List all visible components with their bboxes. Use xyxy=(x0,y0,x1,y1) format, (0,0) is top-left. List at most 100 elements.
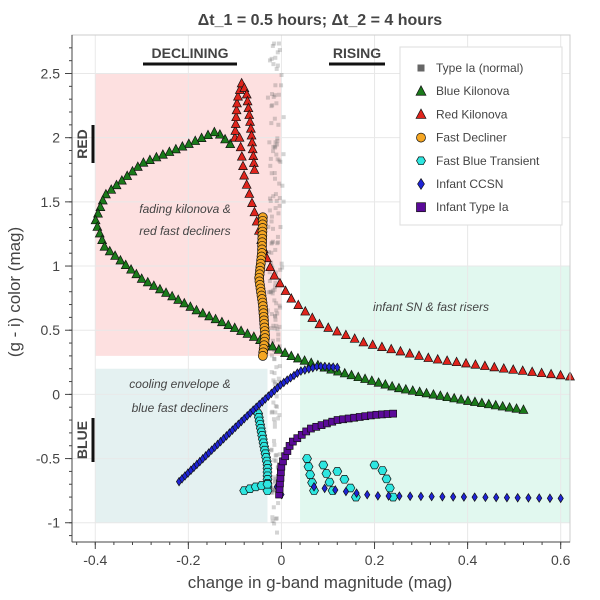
blue-kilonova-point xyxy=(360,373,371,383)
type-ia-point xyxy=(273,206,278,211)
blue-kilonova-point xyxy=(414,386,425,396)
red-kilonova-point xyxy=(232,90,243,101)
blue-kilonova-point xyxy=(346,369,357,380)
blue-kilonova-point xyxy=(104,245,115,256)
type-ia-point xyxy=(267,58,272,63)
type-ia-point xyxy=(272,171,277,176)
type-ia-point xyxy=(273,55,278,60)
red-kilonova-point xyxy=(414,350,425,360)
blue-kilonova-point xyxy=(387,380,398,391)
type-ia-point xyxy=(273,313,278,318)
type-ia-point xyxy=(274,152,279,157)
red-kilonova-point xyxy=(249,164,260,174)
type-ia-point xyxy=(270,490,275,495)
type-ia-point xyxy=(274,516,279,521)
blue-kilonova-point xyxy=(116,174,127,185)
blue-kilonova-point xyxy=(179,297,190,308)
type-ia-point xyxy=(277,203,282,208)
region-label-fading-kilonova-line1: fading kilonova & xyxy=(139,202,230,216)
blue-kilonova-point xyxy=(170,143,181,154)
type-ia-point xyxy=(277,181,282,186)
type-ia-point xyxy=(269,214,274,219)
type-ia-point xyxy=(272,458,277,463)
red-kilonova-point xyxy=(461,357,471,368)
blue-kilonova-point xyxy=(157,149,168,159)
x-axis-title: change in g-band magnitude (mag) xyxy=(188,573,453,592)
type-ia-point xyxy=(270,240,275,245)
blue-kilonova-point xyxy=(164,146,175,156)
type-ia-point xyxy=(273,317,278,322)
data-points xyxy=(90,41,575,535)
blue-kilonova-point xyxy=(273,344,284,354)
type-ia-point xyxy=(276,416,281,421)
infant-ccsn-point xyxy=(310,481,318,492)
type-ia-point xyxy=(270,515,275,520)
chart-title: Δt_1 = 0.5 hours; Δt_2 = 4 hours xyxy=(198,12,443,29)
red-kilonova-point xyxy=(376,341,387,351)
blue-kilonova-point xyxy=(373,377,384,387)
blue-kilonova-point xyxy=(248,331,259,341)
legend-marker-infant-ccsn xyxy=(417,177,425,191)
type-ia-point xyxy=(272,475,277,480)
blue-kilonova-point xyxy=(511,403,522,413)
type-ia-point xyxy=(278,305,283,310)
type-ia-point xyxy=(277,48,282,53)
x-tick-label: -0.2 xyxy=(176,552,200,568)
type-ia-point xyxy=(269,56,274,61)
blue-kilonova-point xyxy=(136,273,147,283)
legend: Type Ia (normal) Blue Kilonova Red Kilonov… xyxy=(399,46,563,226)
red-kilonova-point xyxy=(230,118,241,128)
blue-kilonova-point xyxy=(435,390,446,400)
rising-header: RISING xyxy=(333,45,381,61)
y-tick-label: -1 xyxy=(48,515,61,531)
fast-blue-transient-point xyxy=(262,479,273,489)
type-ia-point xyxy=(272,371,277,376)
type-ia-point xyxy=(272,521,277,526)
red-kilonova-point xyxy=(314,318,325,329)
type-ia-point xyxy=(269,250,274,255)
infant-ccsn-point xyxy=(417,491,424,502)
fast-blue-transient-point xyxy=(377,466,388,475)
type-ia-point xyxy=(276,41,281,46)
type-ia-point xyxy=(273,477,278,482)
blue-kilonova-point xyxy=(366,375,377,385)
type-ia-point xyxy=(269,447,274,452)
blue-kilonova-point xyxy=(148,280,159,290)
blue-kilonova-point xyxy=(203,129,213,140)
red-kilonova-point xyxy=(498,363,509,373)
infant-ccsn-point xyxy=(364,489,371,500)
type-ia-point xyxy=(277,452,282,457)
type-ia-point xyxy=(272,298,277,303)
legend-marker-fast-decliner xyxy=(416,132,426,143)
type-ia-point xyxy=(274,308,279,313)
type-ia-point xyxy=(269,410,274,415)
type-ia-point xyxy=(269,219,274,224)
type-ia-point xyxy=(269,326,274,331)
type-ia-point xyxy=(272,326,277,331)
blue-kilonova-point xyxy=(196,132,207,142)
x-tick-label: 0.6 xyxy=(551,552,571,568)
blue-kilonova-point xyxy=(204,310,215,321)
type-ia-point xyxy=(269,312,274,317)
axes: -0.4 -0.2 0 0.2 0.4 0.6 -1 -0.5 0 0.5 1 1.5 2 2.5 xyxy=(36,35,571,568)
type-ia-point xyxy=(275,327,280,332)
infant-ccsn-point xyxy=(332,485,339,495)
type-ia-point xyxy=(272,145,277,150)
type-ia-point xyxy=(276,332,281,337)
red-kilonova-point xyxy=(236,151,247,161)
type-ia-point xyxy=(266,224,271,229)
red-kilonova-point xyxy=(517,365,528,375)
x-tick-label: 0.4 xyxy=(458,552,478,568)
blue-kilonova-point xyxy=(380,378,391,389)
blue-kilonova-point xyxy=(210,313,221,324)
blue-kilonova-point xyxy=(476,397,487,408)
type-ia-point xyxy=(271,62,276,67)
type-ia-point xyxy=(275,136,280,141)
blue-kilonova-point xyxy=(242,328,253,338)
type-ia-point xyxy=(274,66,279,71)
blue-kilonova-point xyxy=(421,387,432,398)
blue-kilonova-point xyxy=(267,340,278,351)
type-ia-point xyxy=(272,424,277,429)
type-ia-point xyxy=(273,404,278,409)
y-tick-label: 2 xyxy=(52,130,60,146)
